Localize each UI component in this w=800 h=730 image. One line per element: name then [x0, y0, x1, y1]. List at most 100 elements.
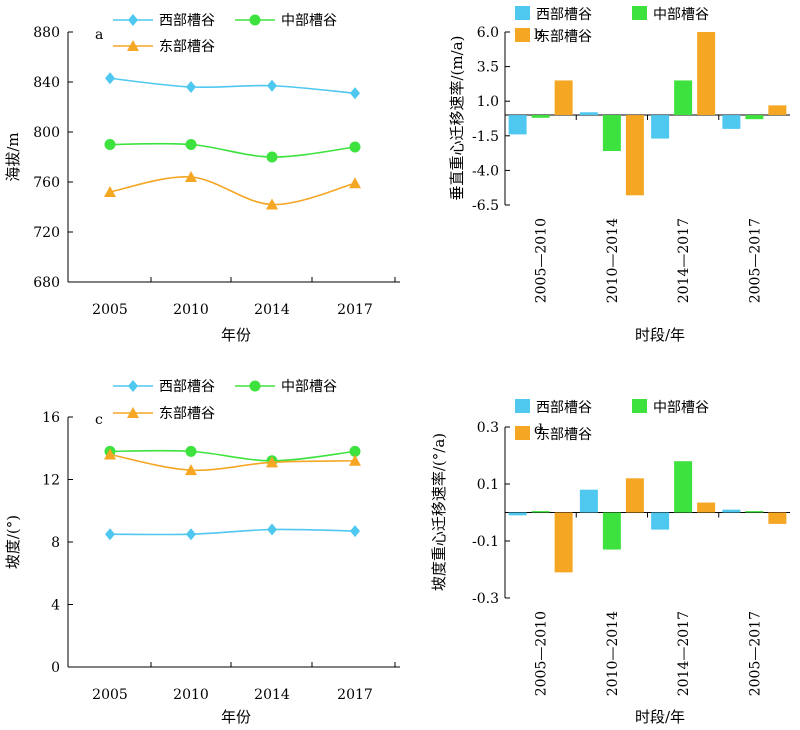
legend-swatch: [515, 28, 530, 42]
bar: [697, 32, 716, 116]
y-axis-label: 海拔/m: [4, 132, 22, 181]
series-line: [109, 77, 356, 95]
y-axis-label: 垂直重心迁移速率/(m/a): [448, 36, 466, 201]
legend-swatch-marker: [128, 14, 138, 26]
x-tick-label: 2005—2010: [534, 218, 550, 303]
x-axis-label: 时段/年: [635, 708, 685, 726]
legend-swatch-marker: [127, 40, 139, 51]
bar: [651, 512, 670, 530]
data-point: [267, 523, 277, 536]
y-tick-label: 16: [42, 410, 60, 426]
data-point: [267, 79, 277, 92]
legend-swatch: [515, 426, 530, 440]
data-point: [185, 171, 197, 182]
legend-swatch-marker: [128, 380, 138, 392]
y-tick-label: 12: [42, 473, 60, 489]
x-axis-label: 时段/年: [635, 326, 685, 344]
legend-label: 东部槽谷: [536, 427, 592, 443]
y-tick-label: 720: [33, 225, 60, 241]
legend-swatch-marker: [249, 14, 261, 26]
legend-swatch: [632, 399, 647, 413]
panel-label: c: [95, 412, 103, 428]
data-point: [104, 139, 116, 150]
legend-swatch: [515, 6, 530, 20]
x-tick-label: 2010—2014: [605, 218, 621, 303]
x-axis-label: 年份: [221, 708, 251, 726]
x-axis-label: 年份: [221, 326, 251, 344]
legend-label: 东部槽谷: [536, 29, 592, 45]
x-tick-label: 2005: [92, 687, 128, 703]
legend-label: 中部槽谷: [653, 400, 709, 416]
bar: [531, 115, 550, 118]
x-tick-label: 2014: [254, 302, 290, 318]
data-point: [105, 72, 115, 85]
series-1: [104, 445, 361, 467]
panel-label: a: [95, 27, 103, 43]
bar: [579, 489, 598, 513]
data-point: [350, 87, 360, 100]
data-point: [186, 528, 196, 541]
y-axis-label: 坡度重心迁移速率/(°/a): [430, 433, 448, 591]
x-tick-label: 2014—2017: [676, 611, 692, 696]
chart-panel-b: 6.0 3.5 1.0 -1.5 -4.0 -6.5 2005—2010 2010—2014 2…: [448, 6, 790, 344]
data-point: [350, 525, 360, 538]
legend-swatch-marker: [127, 407, 139, 418]
x-tick-label: 2010—2014: [605, 611, 621, 696]
bar: [554, 80, 573, 116]
y-tick-label: 800: [33, 125, 60, 141]
series-2: [104, 448, 361, 476]
x-tick-label: 2010: [173, 687, 209, 703]
y-tick-label: -1.5: [472, 129, 499, 145]
chart-panel-a: 680 720 760 800 840 880 2005 2010 2014 2017 年份 海拔/m…: [4, 13, 400, 344]
chart-panel-c: 0 4 8 12 16 2005 2010 2014 2017 年份 坡度/(°) c 西部槽谷 中部槽谷…: [4, 379, 400, 726]
legend-label: 东部槽谷: [159, 406, 215, 422]
bar: [722, 509, 741, 513]
legend-label: 东部槽谷: [159, 39, 215, 55]
legend-label: 中部槽谷: [281, 13, 337, 29]
x-tick-label: 2005: [92, 302, 128, 318]
legend-label: 西部槽谷: [159, 379, 215, 395]
bar: [745, 511, 764, 513]
y-tick-label: 3.5: [477, 60, 499, 76]
x-tick-label: 2014: [254, 687, 290, 703]
data-point: [185, 464, 197, 476]
y-tick-label: -0.3: [472, 591, 499, 607]
bar: [554, 512, 573, 573]
data-point: [266, 151, 278, 163]
x-tick-label: 2005—2017: [747, 218, 763, 303]
data-point: [266, 456, 278, 468]
bar: [625, 478, 644, 513]
series-2: [104, 171, 361, 210]
series-line: [109, 142, 356, 158]
bar: [531, 511, 550, 513]
x-tick-label: 2010: [173, 302, 209, 318]
x-tick-label: 2017: [337, 687, 373, 703]
bar: [625, 115, 644, 196]
legend-label: 西部槽谷: [536, 7, 592, 23]
y-tick-label: 0: [51, 660, 60, 676]
bar: [602, 512, 621, 550]
y-tick-label: 680: [33, 275, 60, 291]
x-tick-label: 2005—2010: [534, 611, 550, 696]
series-line: [109, 528, 356, 536]
data-point: [349, 177, 361, 189]
y-tick-label: 880: [33, 25, 60, 41]
y-tick-label: 8: [51, 535, 60, 551]
legend-swatch-marker: [249, 380, 261, 392]
series-0: [105, 523, 360, 541]
y-tick-label: -0.1: [472, 534, 499, 550]
data-point: [105, 528, 115, 541]
y-tick-label: -6.5: [472, 198, 499, 214]
legend-label: 中部槽谷: [281, 379, 337, 395]
bar: [674, 461, 693, 513]
y-tick-label: 1.0: [477, 94, 499, 110]
legend-swatch: [632, 6, 647, 20]
bar: [508, 115, 527, 135]
bar: [674, 80, 693, 116]
bar: [602, 115, 621, 152]
panel-label: b: [534, 27, 543, 43]
y-tick-label: -4.0: [472, 163, 499, 179]
chart-panel-d: 0.3 0.1 -0.1 -0.3 2005—2010 2010—2014 2014—201…: [430, 399, 790, 726]
bar: [508, 512, 527, 516]
x-tick-label: 2014—2017: [676, 218, 692, 303]
